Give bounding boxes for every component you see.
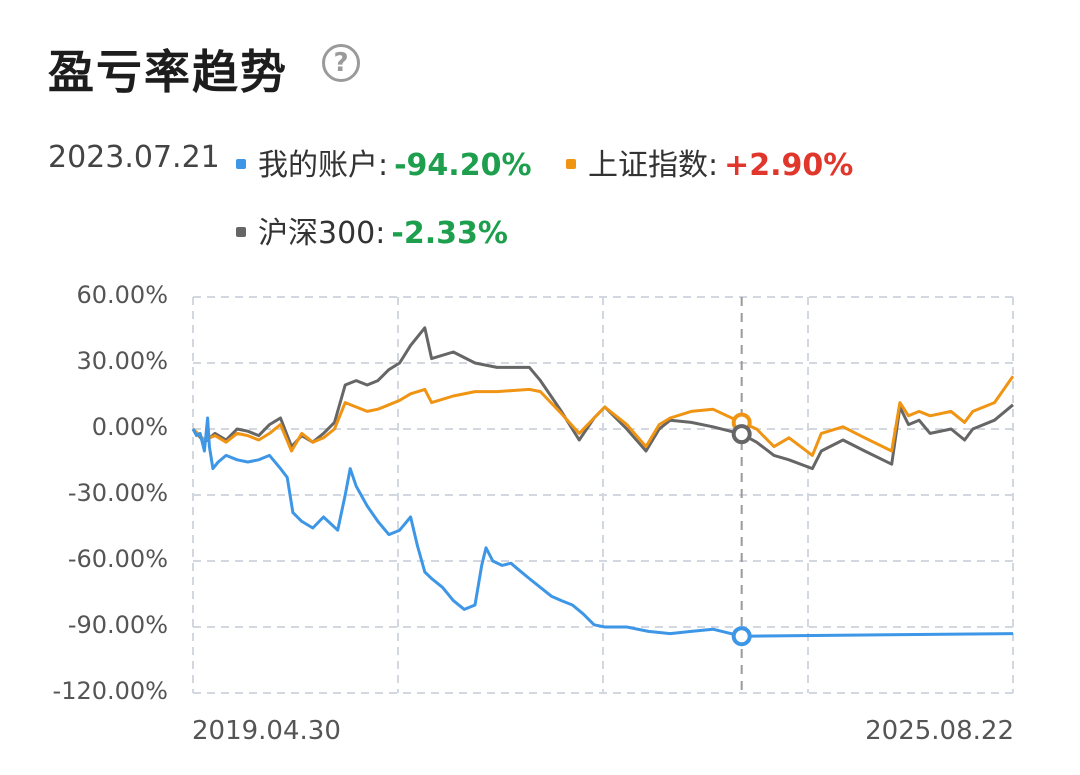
- legend-label: 我的账户:: [258, 148, 389, 183]
- series-line-0: [191, 416, 1014, 638]
- x-tick-end: 2025.08.22: [865, 716, 1014, 746]
- legend-label: 沪深300:: [258, 216, 386, 251]
- x-tick-start: 2019.04.30: [192, 716, 341, 746]
- legend-my-account: 我的账户: -94.20%: [236, 140, 532, 184]
- y-tick-label: 60.00%: [76, 281, 168, 309]
- y-tick-label: -120.00%: [52, 677, 168, 705]
- legend-label: 上证指数:: [588, 148, 719, 183]
- cursor-marker-2: [731, 424, 752, 445]
- cursor-marker-0: [731, 626, 752, 647]
- y-tick-label: -30.00%: [67, 479, 168, 507]
- legend-value: +2.90%: [724, 148, 854, 183]
- legend-value: -94.20%: [394, 148, 532, 183]
- legend-dot-icon: [566, 158, 576, 169]
- series-line-2: [191, 326, 1014, 471]
- legend-value: -2.33%: [391, 216, 508, 251]
- y-tick-label: -60.00%: [67, 545, 168, 573]
- tooltip-date: 2023.07.21: [48, 140, 220, 175]
- legend-shanghai-index: 上证指数: +2.90%: [566, 140, 853, 184]
- page-title: 盈亏率趋势: [48, 45, 288, 99]
- y-tick-label: -90.00%: [67, 611, 168, 639]
- help-question-icon[interactable]: ?: [322, 44, 360, 82]
- legend-csi300: 沪深300: -2.33%: [236, 208, 508, 252]
- series-line-1: [191, 375, 1015, 457]
- y-tick-label: 30.00%: [76, 347, 168, 375]
- y-tick-label: 0.00%: [91, 413, 168, 441]
- legend-dot-icon: [236, 158, 246, 169]
- legend-dot-icon: [236, 226, 246, 237]
